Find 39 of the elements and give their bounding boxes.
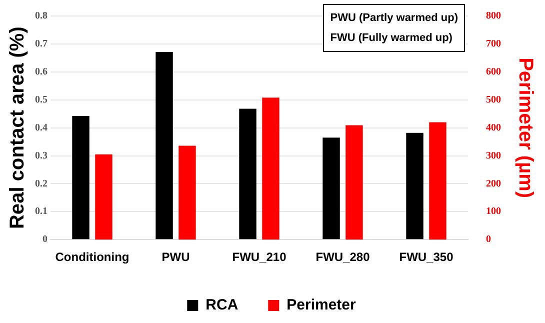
y2-tick-label: 200 bbox=[486, 178, 501, 190]
y2-tick-label: 800 bbox=[486, 10, 501, 22]
y-tick-label: 0.3 bbox=[35, 150, 48, 162]
y2-tick-label: 700 bbox=[486, 38, 501, 50]
y2-tick-label: 500 bbox=[486, 94, 501, 106]
y2-tick-label: 100 bbox=[486, 206, 501, 218]
x-tick-label: FWU_350 bbox=[399, 250, 454, 264]
y2-tick-label: 600 bbox=[486, 66, 501, 78]
legend-label: RCA bbox=[206, 296, 238, 314]
annotation: FWU (Fully warmed up) bbox=[330, 31, 454, 46]
x-tick-label: FWU_280 bbox=[316, 250, 370, 264]
bar bbox=[406, 132, 424, 240]
bar bbox=[262, 98, 280, 240]
bar bbox=[95, 154, 112, 240]
x-tick-label: Conditioning bbox=[55, 250, 130, 264]
y-tick-label: 0.4 bbox=[35, 122, 48, 134]
bar bbox=[346, 125, 363, 240]
x-tick-label: PWU bbox=[162, 250, 190, 264]
y-tick-label: 0 bbox=[42, 234, 48, 246]
legend-label: Perimeter bbox=[286, 296, 356, 314]
bar bbox=[322, 138, 340, 240]
y2-tick-label: 0 bbox=[486, 234, 491, 246]
y2-tick-label: 300 bbox=[486, 150, 501, 162]
y2-tick-label: 400 bbox=[486, 122, 501, 134]
bar bbox=[72, 116, 90, 240]
y-tick-label: 0.5 bbox=[35, 94, 48, 106]
bar bbox=[429, 122, 446, 240]
bar bbox=[156, 52, 173, 240]
y-tick-label: 0.8 bbox=[35, 10, 48, 22]
y2-axis-title: Perimeter (µm) bbox=[514, 58, 536, 198]
y-tick-label: 0.7 bbox=[35, 38, 48, 50]
y-tick-label: 0.6 bbox=[35, 66, 48, 78]
x-tick-label: FWU_210 bbox=[232, 250, 287, 264]
bar bbox=[239, 108, 256, 240]
y-axis-title: Real contact area (%) bbox=[6, 26, 29, 229]
y-tick-label: 0.2 bbox=[35, 178, 48, 190]
annotation: PWU (Partly warmed up) bbox=[330, 11, 458, 26]
y-tick-label: 0.1 bbox=[35, 206, 48, 218]
bar bbox=[178, 146, 196, 240]
